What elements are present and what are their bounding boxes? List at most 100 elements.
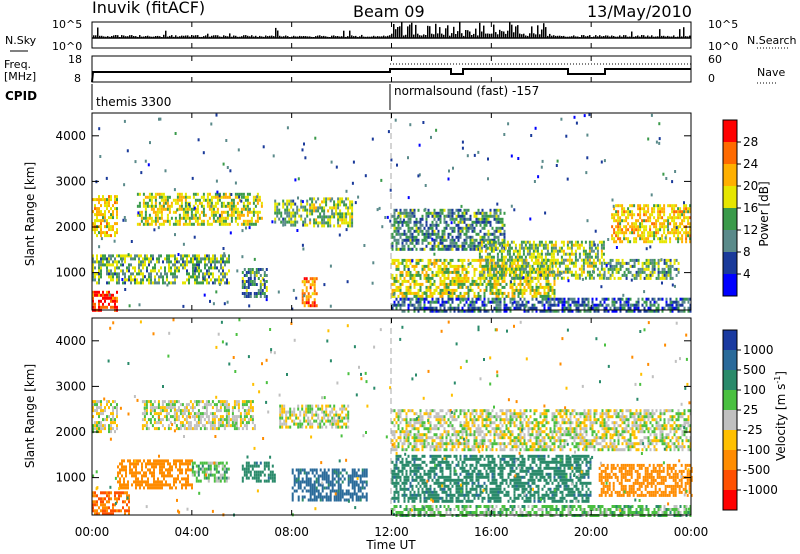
data-cell: [485, 261, 488, 265]
data-cell: [144, 216, 147, 220]
data-cell: [475, 300, 478, 304]
data-cell: [256, 201, 259, 205]
data-cell: [329, 221, 332, 225]
data-cell: [443, 309, 446, 313]
nsky-bar: [659, 29, 661, 38]
data-cell: [94, 266, 96, 270]
data-cell: [390, 158, 393, 162]
data-cell: [292, 223, 295, 227]
data-cell: [202, 257, 204, 261]
data-cell: [236, 216, 239, 220]
data-cell: [651, 234, 654, 238]
data-cell: [503, 229, 506, 233]
data-cell: [538, 255, 541, 259]
data-cell: [515, 303, 518, 307]
data-cell: [588, 252, 591, 256]
data-cell: [116, 201, 118, 205]
data-cell: [495, 279, 498, 283]
data-cell: [457, 282, 460, 286]
data-cell: [397, 294, 400, 298]
data-cell: [193, 206, 196, 210]
data-cell: [499, 220, 502, 224]
data-cell: [253, 271, 256, 274]
data-cell: [481, 217, 484, 221]
data-cell: [425, 214, 428, 218]
data-cell: [488, 261, 491, 265]
data-cell: [343, 215, 346, 219]
data-cell: [212, 281, 214, 285]
data-cell: [138, 303, 141, 307]
data-cell: [615, 264, 618, 268]
data-cell: [236, 210, 239, 214]
data-cell: [128, 266, 130, 270]
data-cell: [149, 418, 152, 422]
data-cell: [98, 263, 100, 267]
data-cell: [637, 219, 640, 223]
data-cell: [94, 293, 96, 297]
data-cell: [128, 263, 130, 267]
data-cell: [100, 204, 102, 208]
data-cell: [499, 282, 502, 286]
data-cell: [405, 264, 408, 268]
data-cell: [114, 272, 116, 276]
data-cell: [495, 276, 498, 280]
data-cell: [457, 220, 460, 224]
data-cell: [309, 283, 312, 287]
data-cell: [167, 403, 170, 407]
data-cell: [586, 273, 589, 277]
data-cell: [491, 309, 494, 313]
data-cell: [124, 288, 127, 291]
data-cell: [523, 303, 526, 307]
data-cell: [431, 294, 434, 298]
data-cell: [475, 220, 478, 224]
data-cell: [481, 220, 484, 224]
data-cell: [225, 139, 228, 142]
data-cell: [615, 219, 618, 223]
data-cell: [445, 258, 448, 262]
data-cell: [639, 222, 642, 226]
data-cell: [504, 261, 507, 265]
data-cell: [411, 276, 414, 280]
data-cell: [492, 255, 495, 259]
data-cell: [465, 276, 468, 280]
data-cell: [167, 400, 170, 404]
data-cell: [513, 208, 516, 212]
data-cell: [304, 205, 307, 209]
data-cell: [307, 301, 310, 305]
nsky-bar: [93, 35, 95, 38]
data-cell: [138, 204, 141, 208]
data-cell: [288, 220, 291, 224]
data-cell: [174, 278, 176, 282]
data-cell: [542, 276, 545, 280]
data-cell: [423, 300, 426, 304]
data-cell: [605, 276, 608, 280]
data-cell: [256, 213, 259, 217]
data-cell: [247, 286, 250, 289]
data-cell: [512, 249, 515, 253]
data-cell: [116, 406, 118, 410]
data-cell: [419, 217, 422, 221]
data-cell: [583, 303, 586, 307]
data-cell: [600, 246, 603, 250]
data-cell: [429, 276, 432, 280]
data-cell: [675, 297, 678, 301]
data-cell: [530, 258, 533, 262]
data-cell: [224, 281, 226, 285]
nsky-bar: [113, 35, 115, 38]
data-cell: [560, 261, 563, 265]
data-cell: [114, 260, 116, 264]
data-cell: [192, 222, 195, 226]
data-cell: [489, 258, 492, 262]
data-cell: [116, 281, 118, 285]
data-cell: [113, 239, 116, 243]
data-cell: [407, 223, 410, 227]
data-cell: [301, 301, 304, 305]
data-cell: [110, 403, 112, 407]
data-cell: [505, 282, 508, 286]
data-cell: [158, 275, 160, 279]
data-cell: [413, 208, 416, 212]
data-cell: [123, 216, 126, 219]
data-cell: [106, 290, 108, 294]
data-cell: [556, 267, 559, 271]
data-cell: [249, 268, 252, 271]
